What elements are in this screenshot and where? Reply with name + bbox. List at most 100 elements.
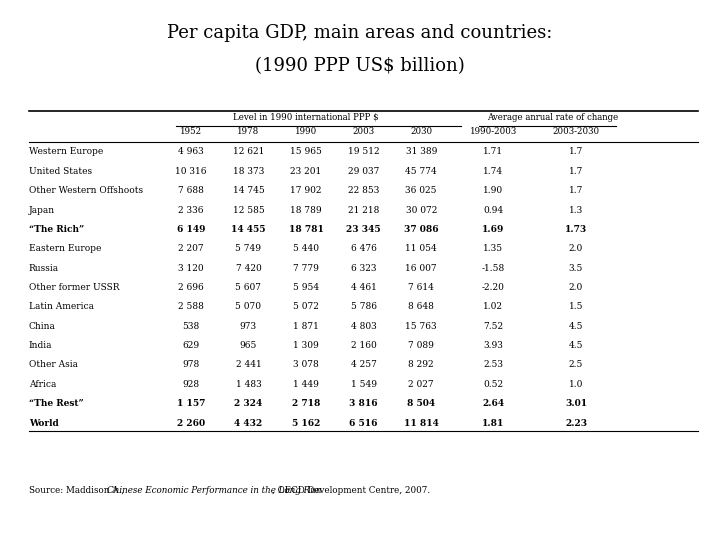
Text: 12 585: 12 585 [233,206,264,214]
Text: 17 902: 17 902 [290,186,322,195]
Text: 4.5: 4.5 [569,341,583,350]
Text: , OECD Development Centre, 2007.: , OECD Development Centre, 2007. [272,486,431,495]
Text: Other Asia: Other Asia [29,361,78,369]
Text: 1.0: 1.0 [569,380,583,389]
Text: 1.69: 1.69 [482,225,505,234]
Text: 7 688: 7 688 [178,186,204,195]
Text: 1.02: 1.02 [483,302,503,312]
Text: Eastern Europe: Eastern Europe [29,244,102,253]
Text: World: World [29,418,58,428]
Text: 5 749: 5 749 [235,244,261,253]
Text: Average anrual rate of change: Average anrual rate of change [487,113,618,122]
Text: 31 389: 31 389 [405,147,437,157]
Text: 8 504: 8 504 [407,399,436,408]
Text: 5 162: 5 162 [292,418,320,428]
Text: 5 072: 5 072 [293,302,319,312]
Text: -1.58: -1.58 [482,264,505,273]
Text: 3.5: 3.5 [569,264,583,273]
Text: 1.90: 1.90 [483,186,503,195]
Text: 2 696: 2 696 [178,283,204,292]
Text: Per capita GDP, main areas and countries:: Per capita GDP, main areas and countries… [167,24,553,42]
Text: 5 440: 5 440 [293,244,319,253]
Text: 1990: 1990 [295,127,317,137]
Text: 6 516: 6 516 [349,418,378,428]
Text: 2 260: 2 260 [176,418,205,428]
Text: 4 461: 4 461 [351,283,377,292]
Text: 5 954: 5 954 [293,283,319,292]
Text: 1 549: 1 549 [351,380,377,389]
Text: 10 316: 10 316 [175,167,207,176]
Text: 978: 978 [182,361,199,369]
Text: 18 789: 18 789 [290,206,322,214]
Text: Latin America: Latin America [29,302,94,312]
Text: 5 607: 5 607 [235,283,261,292]
Text: 5 786: 5 786 [351,302,377,312]
Text: 11 814: 11 814 [404,418,438,428]
Text: 6 476: 6 476 [351,244,377,253]
Text: 14 455: 14 455 [231,225,266,234]
Text: 2003: 2003 [353,127,374,137]
Text: 1.5: 1.5 [569,302,583,312]
Text: 18 781: 18 781 [289,225,323,234]
Text: 5 070: 5 070 [235,302,261,312]
Text: 37 086: 37 086 [404,225,438,234]
Text: 21 218: 21 218 [348,206,379,214]
Text: 7 420: 7 420 [235,264,261,273]
Text: Japan: Japan [29,206,55,214]
Text: 22 853: 22 853 [348,186,379,195]
Text: 1.7: 1.7 [569,167,583,176]
Text: 1 483: 1 483 [235,380,261,389]
Text: 23 201: 23 201 [290,167,322,176]
Text: 1.74: 1.74 [483,167,503,176]
Text: 2.64: 2.64 [482,399,504,408]
Text: 928: 928 [182,380,199,389]
Text: Chinese Economic Performance in the Long Run: Chinese Economic Performance in the Long… [107,486,322,495]
Text: Africa: Africa [29,380,56,389]
Text: 2.0: 2.0 [569,244,583,253]
Text: 8 648: 8 648 [408,302,434,312]
Text: 0.94: 0.94 [483,206,503,214]
Text: 23 345: 23 345 [346,225,381,234]
Text: 973: 973 [240,322,257,330]
Text: 1.81: 1.81 [482,418,505,428]
Text: 4 803: 4 803 [351,322,377,330]
Text: 2.0: 2.0 [569,283,583,292]
Text: 6 323: 6 323 [351,264,377,273]
Text: 15 965: 15 965 [290,147,322,157]
Text: Other Western Offshoots: Other Western Offshoots [29,186,143,195]
Text: Russia: Russia [29,264,59,273]
Text: 965: 965 [240,341,257,350]
Text: 29 037: 29 037 [348,167,379,176]
Text: 1.7: 1.7 [569,186,583,195]
Text: 19 512: 19 512 [348,147,379,157]
Text: 2.23: 2.23 [565,418,587,428]
Text: 2.5: 2.5 [569,361,583,369]
Text: 3 816: 3 816 [349,399,378,408]
Text: 7 779: 7 779 [293,264,319,273]
Text: 11 054: 11 054 [405,244,437,253]
Text: 1.7: 1.7 [569,147,583,157]
Text: 36 025: 36 025 [405,186,437,195]
Text: 6 149: 6 149 [176,225,205,234]
Text: 3 078: 3 078 [293,361,319,369]
Text: 538: 538 [182,322,199,330]
Text: 1 449: 1 449 [293,380,319,389]
Text: 2 207: 2 207 [178,244,204,253]
Text: 2 718: 2 718 [292,399,320,408]
Text: 2 336: 2 336 [178,206,204,214]
Text: 14 745: 14 745 [233,186,264,195]
Text: 0.52: 0.52 [483,380,503,389]
Text: 2 324: 2 324 [234,399,263,408]
Text: 1 871: 1 871 [293,322,319,330]
Text: 1.35: 1.35 [483,244,503,253]
Text: 18 373: 18 373 [233,167,264,176]
Text: Source: Maddison A.,: Source: Maddison A., [29,486,127,495]
Text: 2 027: 2 027 [408,380,434,389]
Text: (1990 PPP US$ billion): (1990 PPP US$ billion) [255,57,465,75]
Text: -2.20: -2.20 [482,283,505,292]
Text: 3 120: 3 120 [178,264,204,273]
Text: 4.5: 4.5 [569,322,583,330]
Text: 7 089: 7 089 [408,341,434,350]
Text: 15 763: 15 763 [405,322,437,330]
Text: 2.53: 2.53 [483,361,503,369]
